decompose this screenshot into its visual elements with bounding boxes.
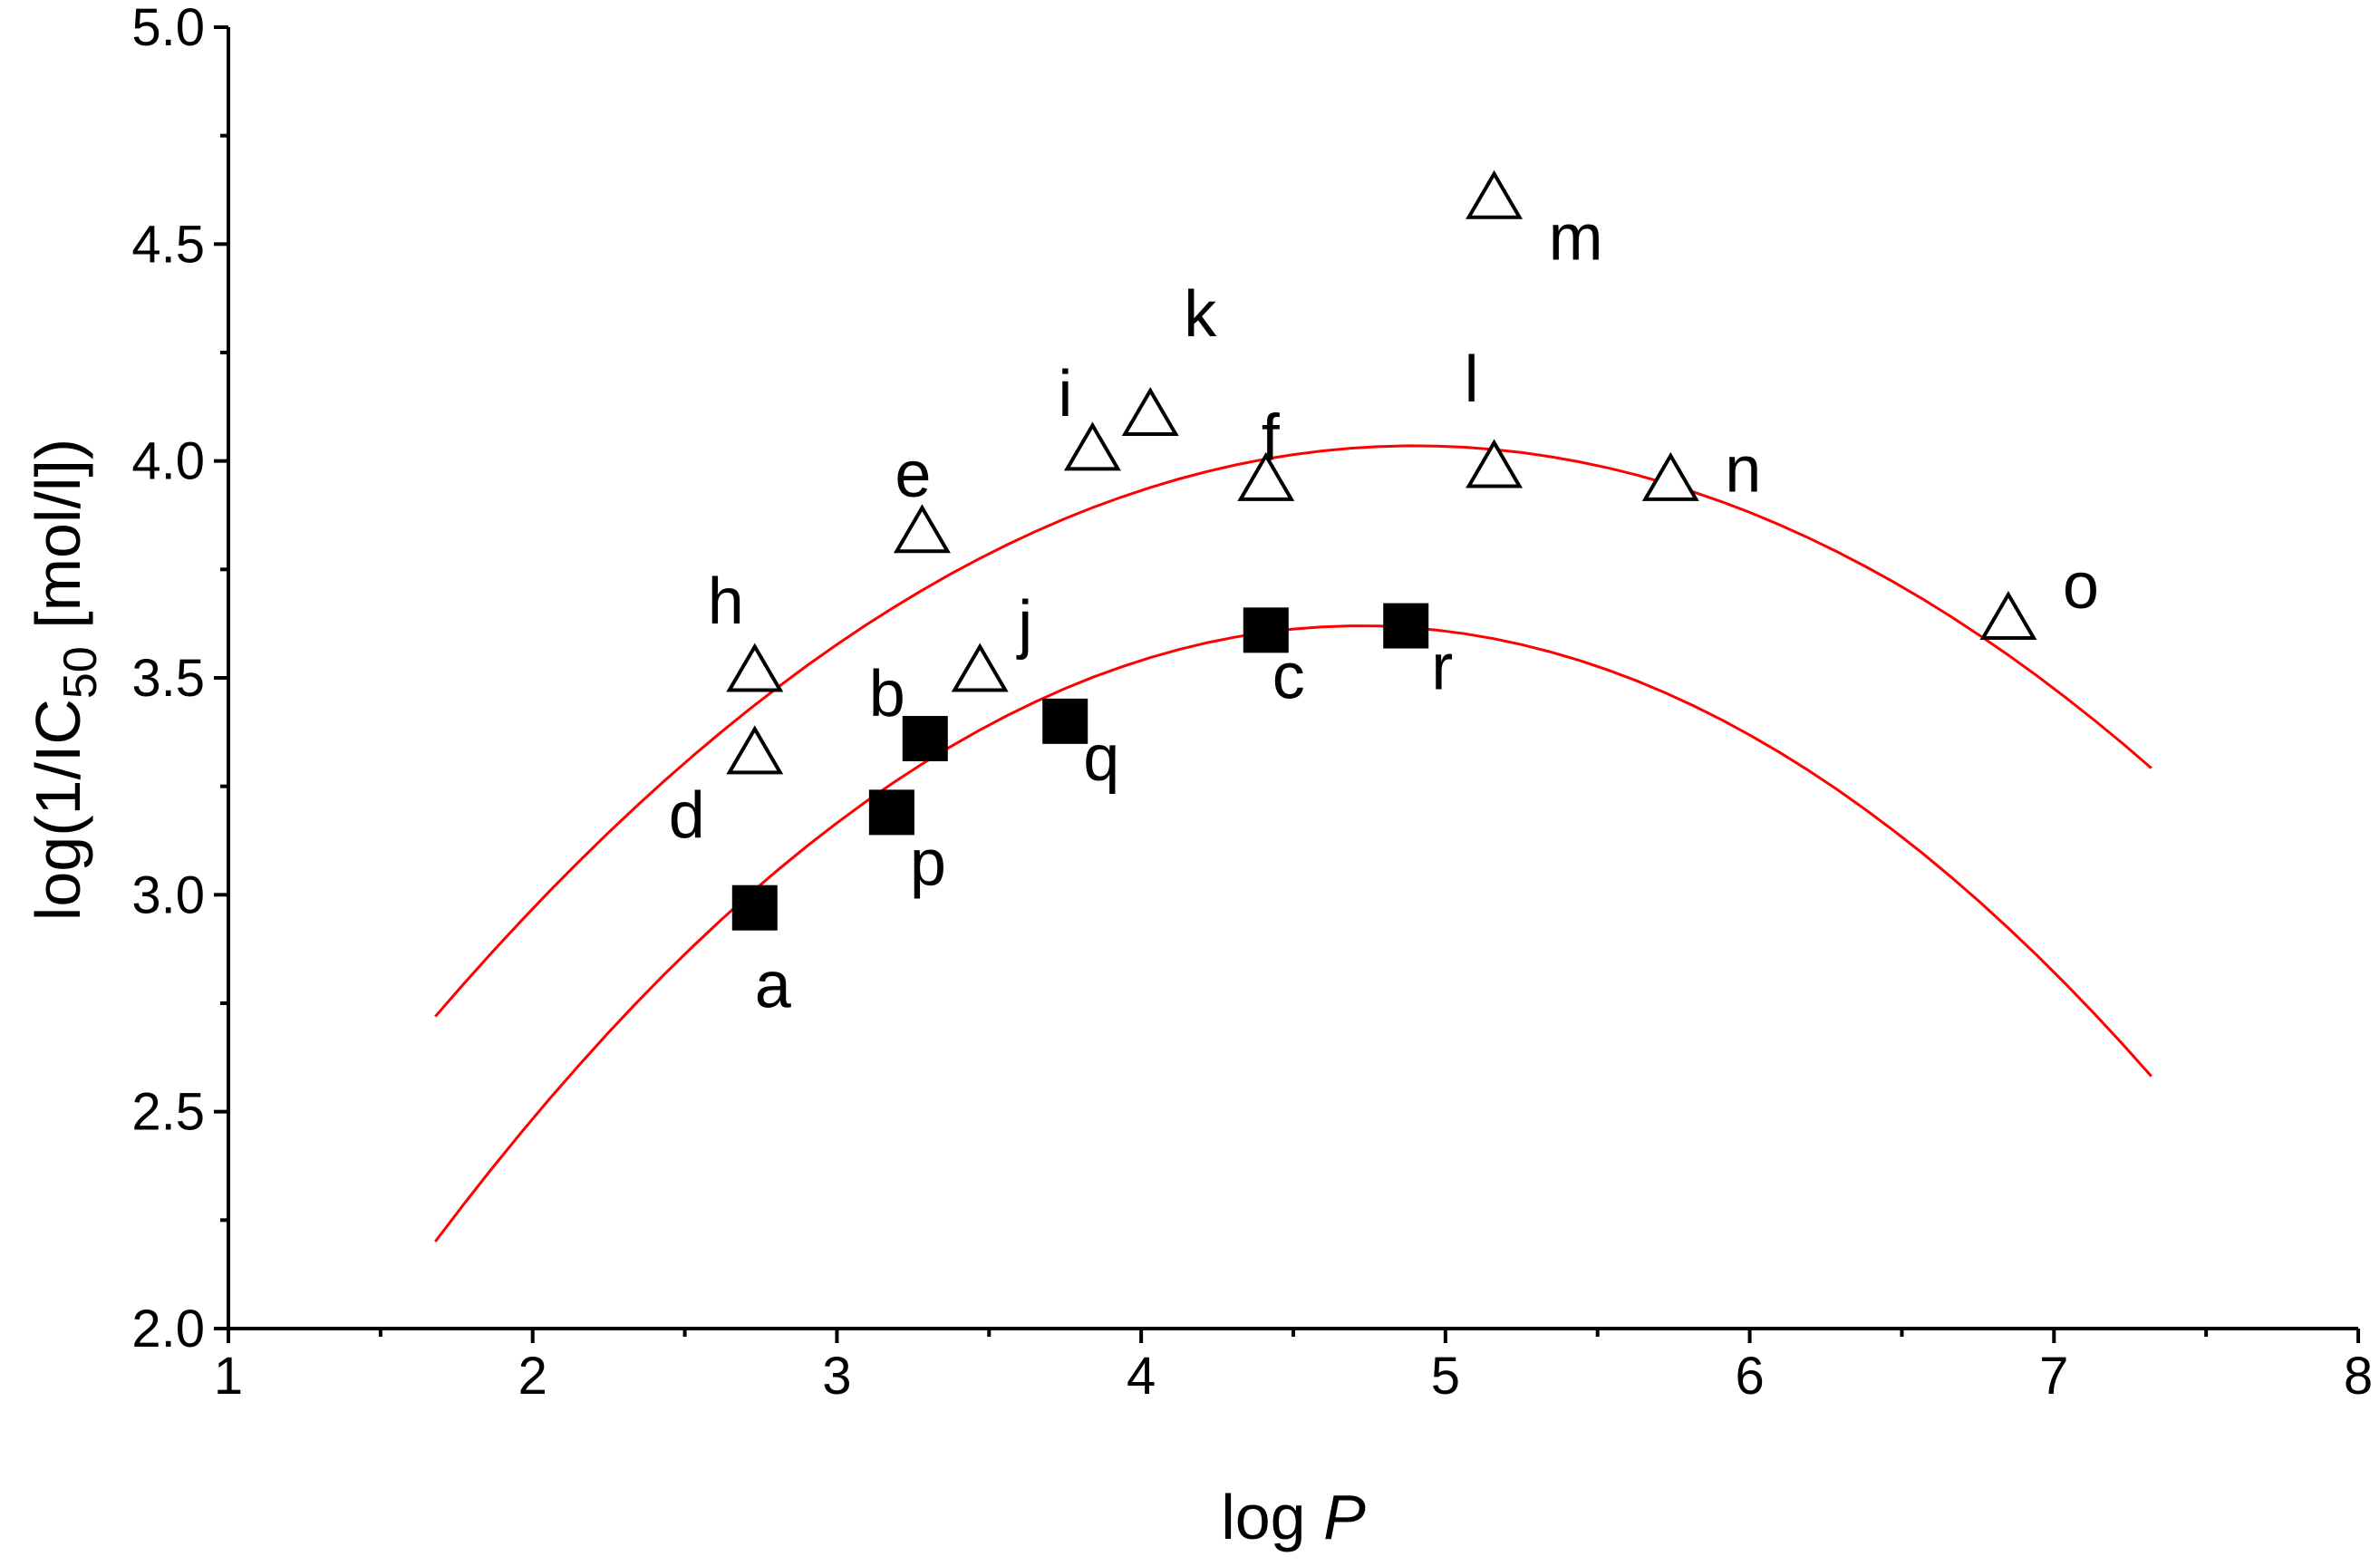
data-points: h d e j i kf ml n o a p b q c r bbox=[669, 169, 2099, 1022]
point-label: c bbox=[1272, 640, 1305, 712]
triangle-marker bbox=[893, 504, 951, 554]
y-tick-label: 5.0 bbox=[131, 0, 205, 57]
fit-curve-2 bbox=[434, 624, 2153, 1242]
x-tick-label: 5 bbox=[1431, 1347, 1460, 1406]
point-label: o bbox=[2063, 550, 2099, 623]
y-tick-label: 3.5 bbox=[131, 649, 205, 708]
triangle-marker bbox=[1641, 451, 1699, 501]
point-label: b bbox=[869, 658, 905, 730]
point-label: k bbox=[1184, 278, 1217, 351]
square-marker bbox=[868, 789, 914, 836]
point-label: h bbox=[708, 566, 744, 638]
point-label: f bbox=[1262, 402, 1281, 475]
triangle-marker bbox=[1121, 387, 1179, 437]
square-marker bbox=[902, 716, 948, 762]
triangle-marker bbox=[1063, 421, 1121, 471]
y-tick-label: 4.0 bbox=[131, 432, 205, 491]
square-marker bbox=[1042, 698, 1088, 744]
triangle-marker bbox=[1979, 591, 2037, 641]
y-tick-label: 2.5 bbox=[131, 1083, 205, 1142]
point-label: q bbox=[1083, 722, 1119, 795]
triangle-marker bbox=[1466, 169, 1524, 219]
square-marker bbox=[1383, 603, 1429, 649]
point-label: n bbox=[1725, 434, 1761, 507]
y-tick-label: 3.0 bbox=[131, 865, 205, 924]
point-label: j bbox=[1016, 588, 1032, 661]
point-label: i bbox=[1058, 358, 1072, 430]
point-label: p bbox=[910, 826, 946, 899]
triangle-marker bbox=[951, 643, 1009, 692]
x-tick-label: 2 bbox=[518, 1347, 547, 1406]
y-axis-title: log(1/IC50 [mol/l]) bbox=[23, 439, 107, 921]
triangle-marker bbox=[726, 643, 784, 692]
point-label: l bbox=[1465, 343, 1479, 416]
y-tick-label: 4.5 bbox=[131, 215, 205, 274]
point-label: r bbox=[1431, 632, 1453, 704]
y-tick-label: 2.0 bbox=[131, 1300, 205, 1358]
fit-curves bbox=[434, 444, 2153, 1242]
triangle-marker bbox=[1237, 451, 1295, 501]
axis-titles: log P log(1/IC50 [mol/l]) bbox=[23, 439, 1366, 1552]
square-marker bbox=[1243, 607, 1289, 653]
x-tick-label: 8 bbox=[2344, 1347, 2373, 1406]
square-marker bbox=[731, 884, 778, 931]
point-label: a bbox=[755, 950, 792, 1022]
triangle-marker bbox=[1466, 439, 1524, 488]
point-label: e bbox=[895, 439, 931, 511]
fit-curve-1 bbox=[434, 444, 2153, 1018]
point-label: m bbox=[1549, 201, 1603, 274]
x-tick-label: 3 bbox=[822, 1347, 851, 1406]
x-tick-label: 1 bbox=[214, 1347, 243, 1406]
triangle-marker bbox=[726, 725, 784, 775]
x-tick-label: 7 bbox=[2039, 1347, 2068, 1406]
ticks: 1 2 3 4 5 6 7 8 2.0 2.5 3.0 3.5 4.0 4.5 5.0 bbox=[131, 0, 2373, 1406]
x-axis-title: log P bbox=[1221, 1482, 1366, 1552]
x-tick-label: 4 bbox=[1127, 1347, 1156, 1406]
x-tick-label: 6 bbox=[1735, 1347, 1764, 1406]
point-label: d bbox=[669, 779, 705, 852]
